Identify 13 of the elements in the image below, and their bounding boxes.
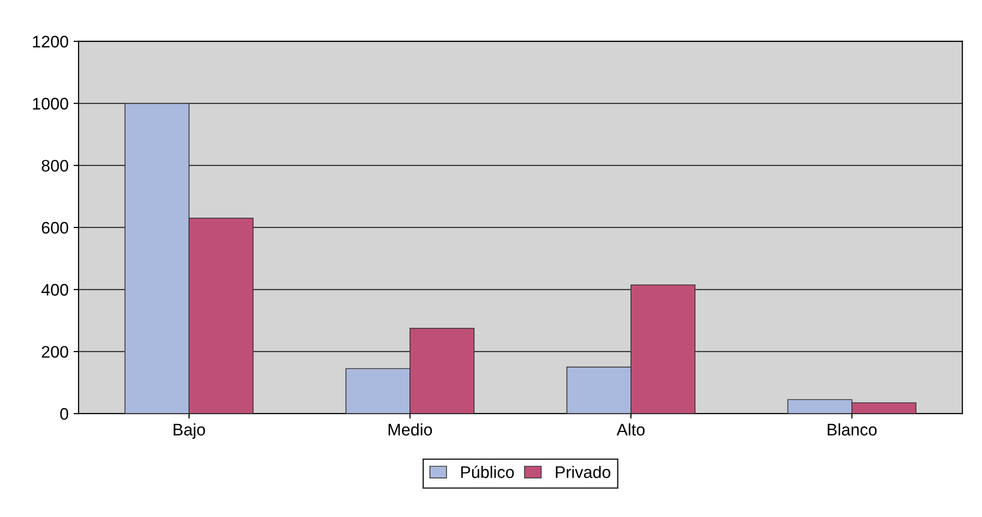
y-tick-label: 1000: [33, 98, 68, 110]
y-tick-label: 400: [41, 284, 68, 296]
y-tick-label: 200: [42, 346, 68, 358]
y-tick-label: 0: [60, 408, 68, 420]
y-tick-label: 1200: [33, 36, 68, 48]
y-tick-label: 600: [42, 222, 68, 234]
legend-label: Público: [461, 466, 514, 478]
x-tick-label: Bajo: [174, 423, 206, 439]
x-tick-label: Alto: [616, 423, 645, 436]
legend-label: Privado: [556, 466, 610, 478]
x-tick-label: Blanco: [828, 423, 877, 436]
y-tick-label: 800: [42, 160, 68, 172]
x-tick-label: Medio: [388, 423, 432, 436]
